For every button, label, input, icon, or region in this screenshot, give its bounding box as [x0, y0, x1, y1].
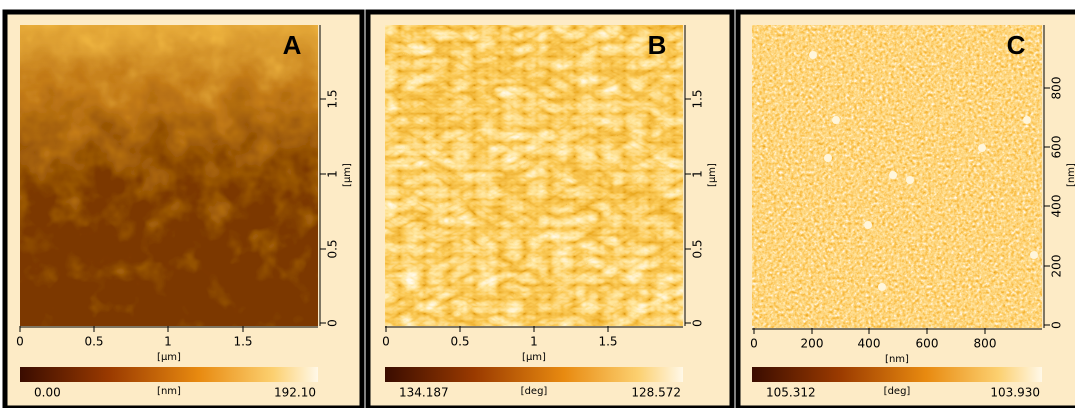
x-tick-label: 600	[916, 337, 939, 351]
x-unit: [µm]	[522, 352, 546, 363]
x-tick-label: 800	[974, 337, 997, 351]
figure: A 0 0.5 1 1.5 [µm] 0 0.5 1 1.5 [µm] 0.00 [nm] 192.10 B…	[0, 0, 1075, 408]
colorbar-min: 0.00	[34, 386, 61, 400]
colorbar-unit: [deg]	[884, 386, 911, 397]
x-unit: [µm]	[157, 352, 181, 363]
bright-spot	[978, 144, 986, 152]
x-tick-label: 0	[382, 335, 390, 349]
colorbar-unit: [deg]	[521, 386, 548, 397]
panel-label: C	[1007, 30, 1026, 60]
x-tick-label: 200	[801, 337, 824, 351]
bright-spot	[889, 171, 897, 179]
y-unit: [µm]	[707, 163, 718, 187]
x-tick-label: 0.5	[84, 335, 103, 349]
y-tick-label: 0	[691, 319, 705, 327]
colorbar-max: 192.10	[274, 386, 316, 400]
colorbar	[385, 367, 683, 382]
y-tick-label: 600	[1050, 136, 1064, 159]
colorbar	[20, 367, 318, 382]
bright-spot	[906, 176, 914, 184]
colorbar-min: 134.187	[399, 386, 449, 400]
x-tick-label: 400	[858, 337, 881, 351]
height-base	[20, 25, 318, 326]
panel: A 0 0.5 1 1.5 [µm] 0 0.5 1 1.5 [µm] 0.00 [nm] 192.10	[5, 12, 362, 408]
x-tick-label: 0	[16, 335, 24, 349]
colorbar-unit: [nm]	[157, 386, 181, 397]
colorbar	[752, 367, 1042, 382]
panel: C 0 200 400 600 800 [nm] 0 200 400 600 800 [nm] 105.3…	[738, 12, 1075, 408]
x-tick-label: 1.5	[233, 335, 252, 349]
x-unit: [nm]	[885, 354, 909, 365]
colorbar-max: 103.930	[990, 386, 1040, 400]
bright-spot	[832, 116, 840, 124]
panel-label: A	[283, 30, 302, 60]
bright-spot	[864, 221, 872, 229]
colorbar-min: 105.312	[766, 386, 816, 400]
y-tick-label: 400	[1050, 195, 1064, 218]
bright-spot	[1023, 116, 1031, 124]
y-tick-label: 1.5	[691, 89, 705, 108]
colorbar-max: 128.572	[631, 386, 681, 400]
y-tick-label: 200	[1050, 255, 1064, 278]
panel: B 0 0.5 1 1.5 [µm] 0 0.5 1 1.5 [µm] 134.187 [deg] 128…	[368, 12, 732, 408]
x-tick-label: 0	[750, 337, 758, 351]
y-tick-label: 1	[326, 170, 340, 178]
y-tick-label: 0	[1050, 321, 1064, 329]
y-unit: [nm]	[1066, 163, 1075, 187]
afm-image	[385, 25, 683, 326]
y-unit: [µm]	[342, 163, 353, 187]
y-tick-label: 0.5	[691, 239, 705, 258]
afm-image	[752, 25, 1042, 328]
x-tick-label: 1	[164, 335, 172, 349]
y-tick-label: 0	[326, 319, 340, 327]
bright-spot	[824, 154, 832, 162]
y-tick-label: 800	[1050, 77, 1064, 100]
panel-label: B	[648, 30, 667, 60]
x-tick-label: 1	[530, 335, 538, 349]
y-tick-label: 1	[691, 170, 705, 178]
y-tick-label: 1.5	[326, 89, 340, 108]
bright-spot	[809, 51, 817, 59]
y-tick-label: 0.5	[326, 239, 340, 258]
x-tick-label: 0.5	[450, 335, 469, 349]
x-tick-label: 1.5	[598, 335, 617, 349]
bright-spot	[1030, 251, 1038, 259]
bright-spot	[878, 283, 886, 291]
